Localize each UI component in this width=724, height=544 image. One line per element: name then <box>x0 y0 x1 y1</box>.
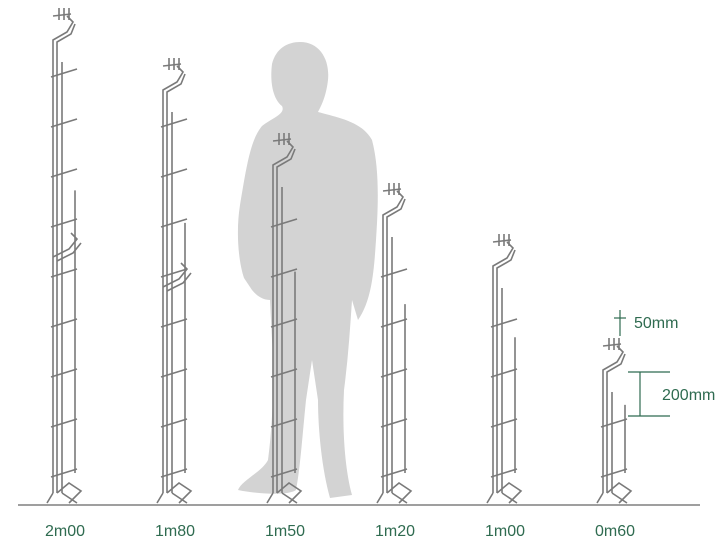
dimension-label: 200mm <box>662 387 715 404</box>
wire <box>56 242 82 262</box>
wire <box>492 239 512 243</box>
wire <box>270 368 298 378</box>
wire <box>490 468 518 478</box>
wire <box>272 140 295 177</box>
wire <box>50 468 78 478</box>
wire <box>56 23 76 52</box>
fence-panel <box>46 8 83 504</box>
wire <box>50 218 78 228</box>
wire <box>276 148 296 177</box>
wire <box>490 318 518 328</box>
wire <box>166 73 186 102</box>
person-silhouette <box>237 42 378 498</box>
wire <box>386 198 406 227</box>
wire <box>380 368 408 378</box>
wire <box>162 63 182 67</box>
wire <box>160 468 188 478</box>
wire <box>160 318 188 328</box>
panel-height-label: 0m60 <box>595 523 635 540</box>
wire <box>160 268 188 278</box>
wire <box>490 368 518 378</box>
fence-panel <box>376 183 413 504</box>
wire <box>162 65 185 102</box>
panel-height-label: 1m20 <box>375 523 415 540</box>
wire <box>380 268 408 278</box>
wire <box>52 232 79 258</box>
panel-height-label: 1m00 <box>485 523 525 540</box>
wire <box>52 13 72 17</box>
wire <box>270 418 298 428</box>
wire <box>162 262 189 288</box>
fence-panel <box>266 133 303 504</box>
wire <box>376 482 413 504</box>
wire <box>160 168 188 178</box>
panel-height-label: 1m80 <box>155 523 195 540</box>
wire <box>160 218 188 228</box>
wire <box>596 482 633 504</box>
wire <box>380 318 408 328</box>
wire <box>380 468 408 478</box>
wire <box>492 241 515 278</box>
fence-panel <box>156 58 193 504</box>
fence-panel <box>486 234 523 504</box>
wire <box>270 268 298 278</box>
wire <box>270 218 298 228</box>
wire <box>50 168 78 178</box>
wire <box>50 318 78 328</box>
wire <box>160 118 188 128</box>
wire <box>382 188 402 192</box>
wire <box>380 418 408 428</box>
wire <box>606 353 626 382</box>
panel-height-label: 1m50 <box>265 523 305 540</box>
wire <box>270 468 298 478</box>
wire <box>156 482 193 504</box>
dimension-label: 50mm <box>634 315 678 332</box>
wire <box>272 138 292 142</box>
fence-panel <box>596 338 633 504</box>
wire <box>160 368 188 378</box>
panel-height-label: 2m00 <box>45 523 85 540</box>
wire <box>46 482 83 504</box>
wire <box>50 268 78 278</box>
wire <box>50 418 78 428</box>
wire <box>266 482 303 504</box>
wire <box>602 343 622 347</box>
wire <box>486 482 523 504</box>
wire <box>496 249 516 278</box>
wire <box>166 272 192 292</box>
wire <box>270 318 298 328</box>
wire <box>50 118 78 128</box>
wire <box>50 68 78 78</box>
wire <box>160 418 188 428</box>
wire <box>490 418 518 428</box>
wire <box>382 190 405 227</box>
wire <box>52 15 75 52</box>
wire <box>50 368 78 378</box>
wire <box>600 468 628 478</box>
wire <box>602 345 625 382</box>
wire <box>600 418 628 428</box>
